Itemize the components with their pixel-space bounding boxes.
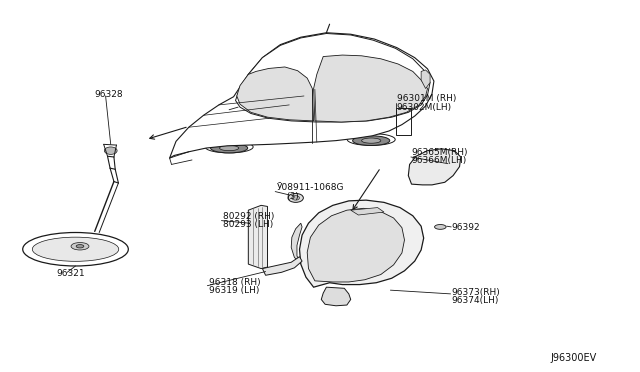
Circle shape [288,193,303,202]
Polygon shape [300,200,424,287]
Text: 80293 (LH): 80293 (LH) [223,220,273,229]
Text: 96392: 96392 [452,223,481,232]
Text: 96302M(LH): 96302M(LH) [397,103,452,112]
Text: 96373(RH): 96373(RH) [452,288,500,296]
Ellipse shape [22,232,128,266]
Polygon shape [314,55,428,122]
Text: 96318 (RH): 96318 (RH) [209,278,260,287]
Text: Ӯ08911-1068G: Ӯ08911-1068G [276,183,344,192]
Ellipse shape [211,143,248,153]
Polygon shape [321,287,351,306]
Ellipse shape [353,136,390,145]
Polygon shape [291,223,302,263]
Text: 96365M(RH): 96365M(RH) [412,148,468,157]
Ellipse shape [220,145,239,151]
Text: 80292 (RH): 80292 (RH) [223,212,274,221]
Polygon shape [307,208,404,282]
Text: (3): (3) [287,192,300,201]
Text: 96321: 96321 [56,269,85,278]
Polygon shape [262,257,302,275]
Text: 96319 (LH): 96319 (LH) [209,286,259,295]
Ellipse shape [32,237,119,261]
Text: J96300EV: J96300EV [550,353,596,363]
Ellipse shape [71,243,89,250]
Polygon shape [408,149,461,185]
Polygon shape [351,208,384,215]
Ellipse shape [362,138,381,143]
Text: 96374(LH): 96374(LH) [452,296,499,305]
Polygon shape [170,33,434,158]
Circle shape [104,147,117,154]
Polygon shape [237,67,314,121]
Polygon shape [236,33,430,122]
Circle shape [292,196,300,200]
Text: 96366M(LH): 96366M(LH) [412,156,467,165]
Ellipse shape [435,224,446,229]
Text: 96301M (RH): 96301M (RH) [397,94,456,103]
Ellipse shape [76,245,84,248]
Text: 96328: 96328 [95,90,124,99]
Polygon shape [421,70,430,89]
Polygon shape [248,205,268,269]
